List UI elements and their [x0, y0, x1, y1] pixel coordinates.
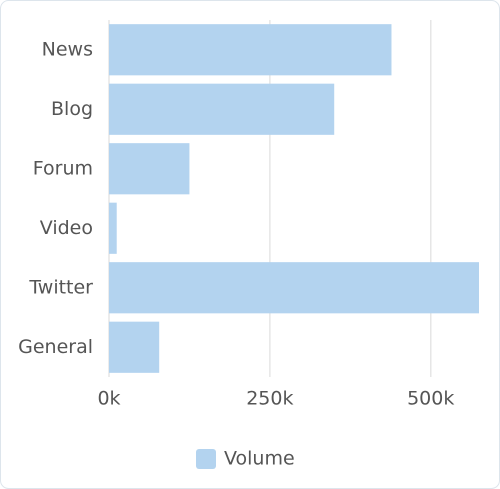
bar	[109, 202, 117, 254]
bar	[109, 143, 190, 195]
y-tick-label: Blog	[51, 98, 93, 120]
bar	[109, 262, 479, 314]
x-tick-label: 250k	[246, 388, 293, 410]
y-tick-label: News	[42, 38, 93, 60]
y-tick-label: General	[18, 336, 93, 358]
bar	[109, 83, 335, 135]
y-tick-label: Twitter	[28, 276, 93, 298]
x-tick-label: 500k	[407, 388, 454, 410]
bar	[109, 24, 392, 76]
bar	[109, 321, 160, 373]
legend-swatch[interactable]	[196, 449, 216, 469]
y-tick-label: Forum	[33, 157, 93, 179]
y-tick-label: Video	[40, 217, 93, 239]
x-tick-label: 0k	[97, 388, 120, 410]
legend-label: Volume	[224, 448, 295, 470]
